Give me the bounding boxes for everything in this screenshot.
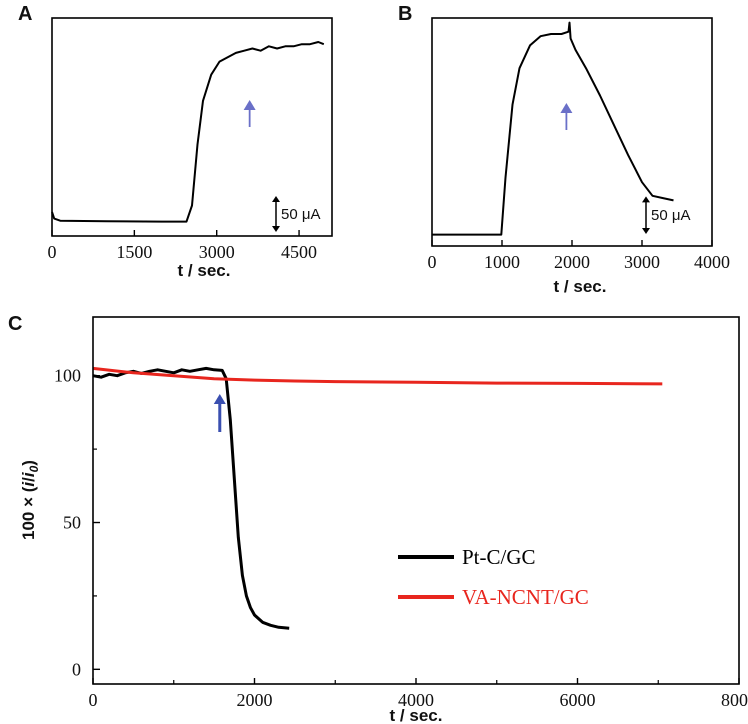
panel-c-legend: Pt-C/GC VA-NCNT/GC: [398, 545, 589, 609]
panel-c-x-tick-label: 0: [89, 690, 98, 710]
panel-b-x-tick-label: 3000: [624, 252, 660, 272]
legend-label-va-ncnt-gc: VA-NCNT/GC: [462, 585, 589, 609]
panel-c-y-axis-title: 100 × (i/i0): [19, 460, 41, 540]
panel-b-scale-bar-arrowhead-up: [642, 196, 650, 203]
panel-b-scale-bar-label: 50 μA: [651, 207, 691, 224]
panel-c-y-tick-label: 100: [54, 366, 81, 386]
panel-a-series: [51, 41, 325, 223]
panel-a-x-ticks: 0 1500 3000 4500: [48, 230, 317, 262]
panel-c-y-axis-title-prefix: 100 × (: [19, 486, 38, 540]
panel-b-scale-bar: 50 μA: [642, 196, 691, 234]
panel-a-series-line-0: [51, 41, 325, 223]
panel-a-x-tick-label: 0: [48, 242, 57, 262]
panel-a-plot-frame: [51, 17, 333, 237]
legend-label-pt-c-gc: Pt-C/GC: [462, 545, 536, 569]
panel-b-x-ticks: 0 1000 2000 3000 4000: [428, 240, 730, 272]
panel-c-y-ticks: 0 50 100: [54, 366, 100, 679]
panel-c-y-tick-label: 50: [63, 513, 81, 533]
panel-b: B 0 1000 2000 3000 4000 50 μA t / sec.: [398, 3, 730, 296]
panel-b-series: [432, 21, 674, 236]
panel-c-y-axis-title-suffix: ): [19, 460, 38, 466]
panel-label-a: A: [18, 3, 32, 25]
panel-c-x-tick-label: 6000: [560, 690, 596, 710]
panel-a-x-axis-title: t / sec.: [178, 261, 231, 280]
panel-a-scale-bar: 50 μA: [272, 196, 321, 232]
panel-a-x-tick-label: 3000: [199, 242, 235, 262]
panel-c-x-tick-label: 2000: [237, 690, 273, 710]
panel-b-plot-frame: [431, 17, 713, 247]
panel-c-y-axis-title-i0: i0: [19, 465, 41, 477]
panel-b-x-axis-title: t / sec.: [554, 277, 607, 296]
panel-c-arrow-head: [213, 394, 226, 404]
panel-c-series: [92, 366, 663, 630]
panel-label-b: B: [398, 3, 412, 25]
panel-c-y-axis-title-slash: /: [19, 477, 38, 482]
panel-b-x-tick-label: 0: [428, 252, 437, 272]
panel-c-x-axis-title: t / sec.: [390, 706, 443, 724]
panel-c-series-line-1: [92, 366, 663, 386]
panel-a: A 0 1500 3000 4500 50 μA t / sec.: [18, 3, 333, 280]
panel-c-arrow: [213, 394, 226, 432]
panel-b-x-tick-label: 2000: [554, 252, 590, 272]
panel-c-x-tick-label: 4000: [398, 690, 434, 710]
panel-b-x-tick-label: 4000: [694, 252, 730, 272]
panel-b-arrow: [560, 103, 573, 130]
panel-c-series-line-0: [92, 366, 290, 630]
panel-a-scale-bar-label: 50 μA: [281, 206, 321, 223]
panel-c-y-axis-title-i: i: [19, 481, 38, 487]
panel-a-scale-bar-arrowhead-down: [272, 226, 280, 232]
panel-a-x-tick-label: 4500: [281, 242, 317, 262]
panel-c-y-tick-label: 0: [72, 659, 81, 679]
panel-b-x-tick-label: 1000: [484, 252, 520, 272]
panel-a-x-tick-label: 1500: [116, 242, 152, 262]
panel-b-series-line-0: [432, 21, 674, 236]
panel-b-arrow-head: [560, 103, 573, 113]
panel-a-arrow: [243, 100, 256, 127]
panel-b-scale-bar-arrowhead-down: [642, 228, 650, 234]
panel-label-c: C: [8, 313, 22, 335]
panel-c-plot-frame: [92, 316, 740, 685]
panel-a-arrow-head: [243, 100, 256, 110]
panel-a-scale-bar-arrowhead-up: [272, 196, 280, 203]
